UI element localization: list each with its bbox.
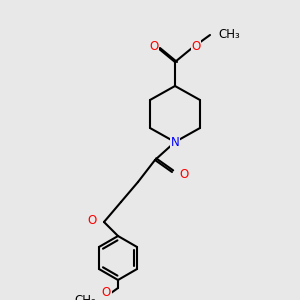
- Text: O: O: [88, 214, 97, 226]
- Text: O: O: [179, 167, 188, 181]
- Text: N: N: [171, 136, 179, 148]
- Text: CH₃: CH₃: [74, 293, 96, 300]
- Text: O: O: [149, 40, 159, 52]
- Text: CH₃: CH₃: [218, 28, 240, 41]
- Text: O: O: [191, 40, 201, 52]
- Text: O: O: [102, 286, 111, 298]
